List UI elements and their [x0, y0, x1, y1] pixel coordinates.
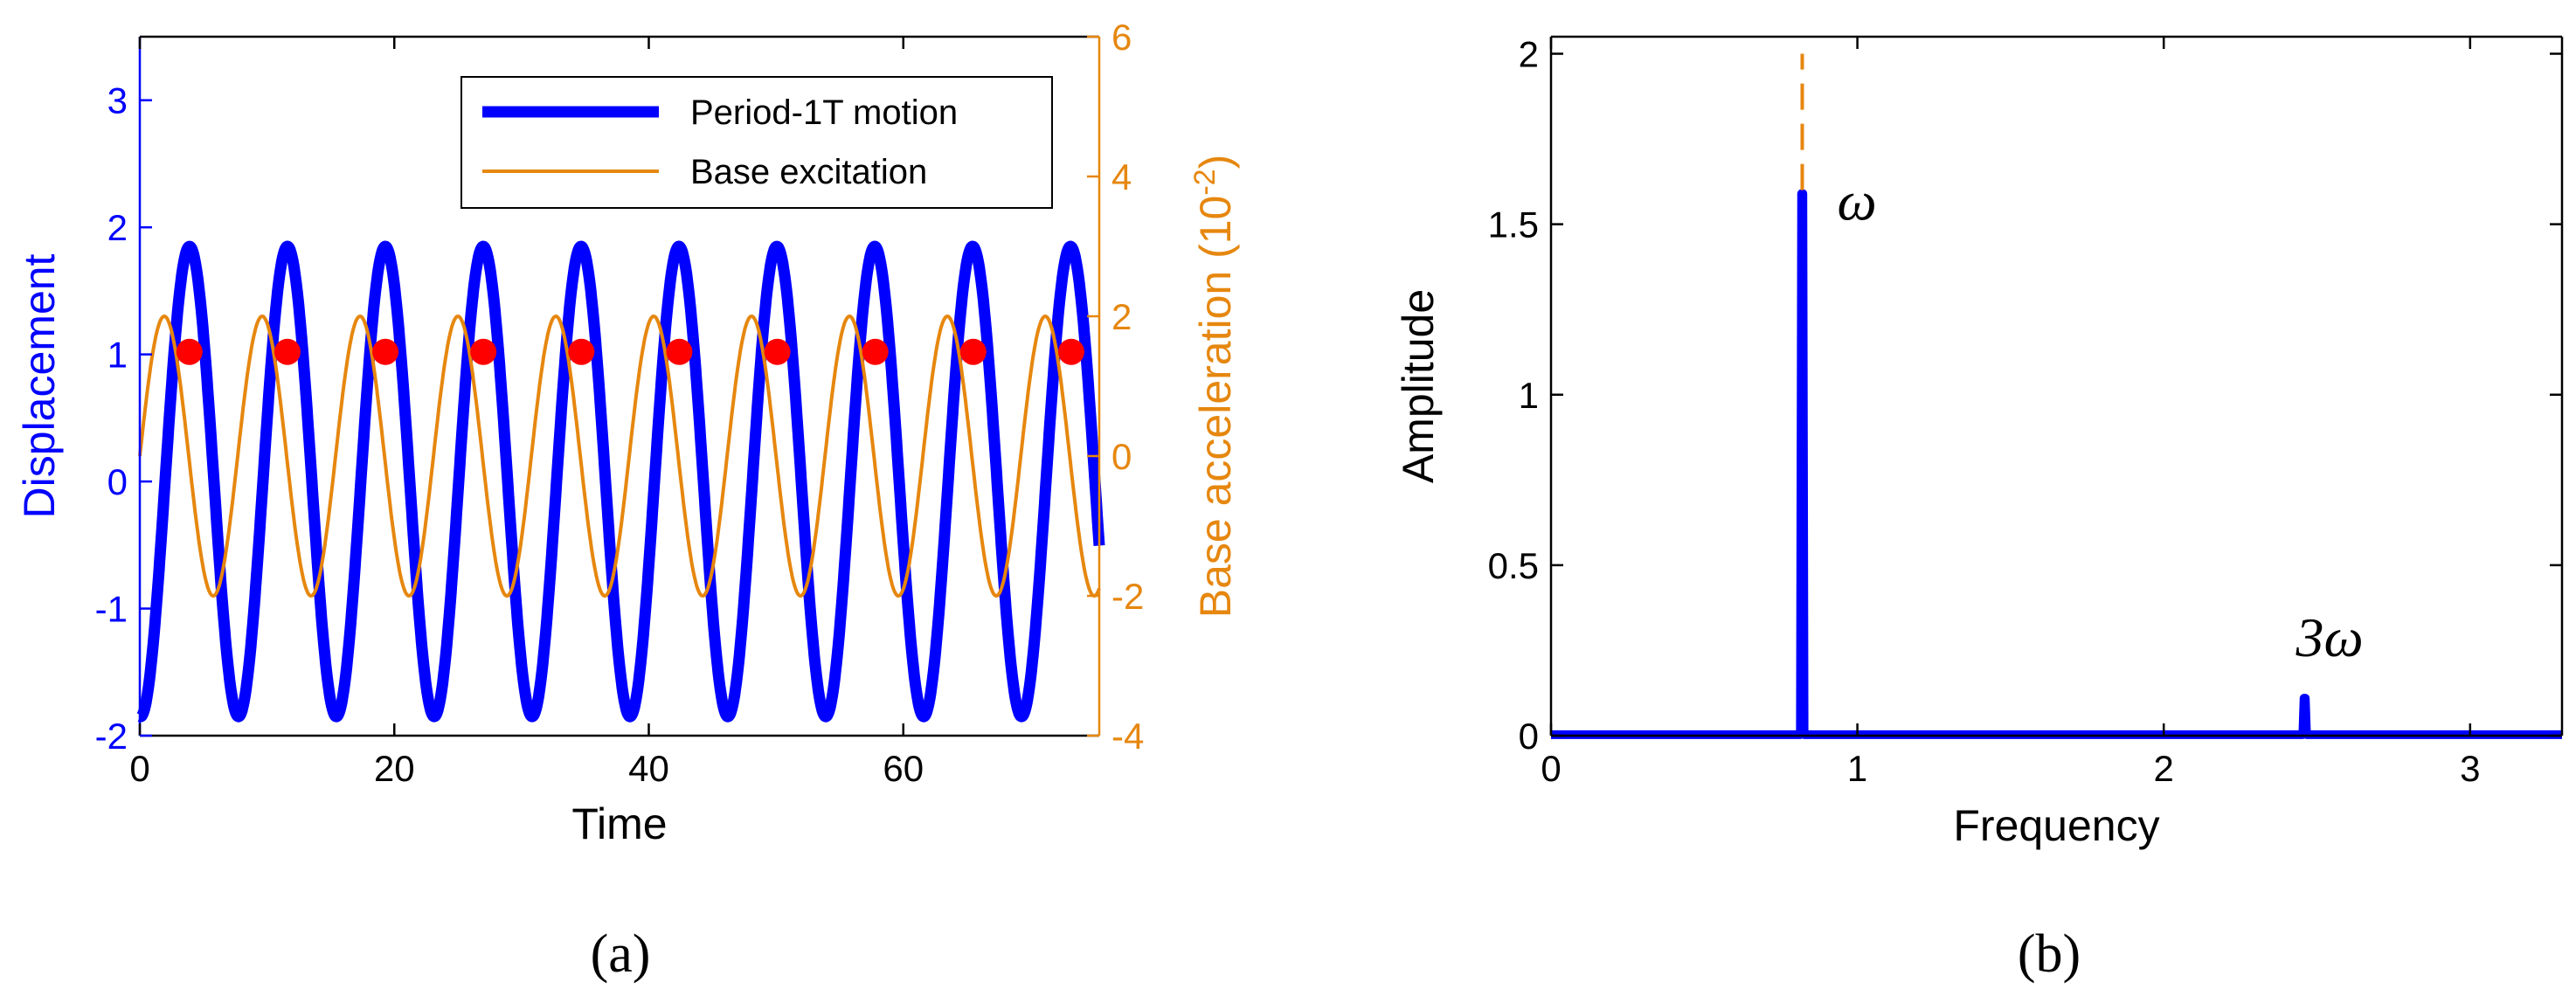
peak-label-3omega: 3ω [2295, 606, 2363, 668]
y-tick-label: 0 [1519, 716, 1539, 757]
y-tick-label: 1.5 [1488, 204, 1539, 246]
x-axis-label: Frequency [1953, 801, 2159, 850]
legend-label-period-1t-motion: Period-1T motion [690, 93, 958, 132]
y-right-label-exponent: -2 [1188, 169, 1222, 195]
poincare-point-7 [764, 338, 791, 365]
legend-box [460, 76, 1053, 209]
x-tick-label: 60 [883, 748, 924, 789]
series-amplitude-spectrum [1551, 189, 2562, 739]
panel-b: 0 1 2 3 0 0.5 1 1.5 2 Frequency Amplitude ω 3ω (b) [1394, 34, 2564, 984]
poincare-point-9 [959, 338, 987, 365]
poincare-point-2 [274, 338, 301, 365]
poincare-point-3 [372, 338, 399, 365]
y-axis-label: Amplitude [1394, 289, 1443, 483]
x-tick-label: 20 [374, 748, 415, 789]
poincare-point-6 [666, 338, 693, 365]
poincare-point-4 [470, 338, 497, 365]
y-tick-label: 2 [1519, 34, 1539, 75]
y-right-tick-label: 6 [1111, 17, 1132, 58]
y-tick-label: 1 [1519, 375, 1539, 416]
y-right-tick-label: -4 [1111, 716, 1144, 757]
y-left-tick-label: -1 [95, 589, 128, 630]
y-right-label-main: Base acceleration (10 [1191, 196, 1240, 619]
series-period-1t-motion [135, 240, 1105, 723]
y-right-axis-label: Base acceleration (10-2) [1188, 155, 1240, 619]
y-right-tick-label: 2 [1111, 296, 1132, 337]
y-right-label-close: ) [1191, 155, 1240, 169]
x-axis-label: Time [571, 799, 667, 848]
poincare-point-1 [176, 338, 203, 365]
y-right-tick-label: 0 [1111, 436, 1132, 477]
y-right-tick-label: 4 [1111, 156, 1132, 197]
legend-label-base-excitation: Base excitation [690, 153, 927, 191]
x-tick-label: 3 [2460, 748, 2480, 789]
y-left-tick-label: -2 [95, 716, 128, 757]
y-right-tick-label: -2 [1111, 576, 1144, 617]
y-left-tick-label: 2 [107, 207, 128, 248]
poincare-point-5 [568, 338, 595, 365]
x-tick-label: 0 [1541, 748, 1561, 789]
caption-b: (b) [2018, 924, 2081, 984]
x-tick-label: 40 [628, 748, 669, 789]
poincare-point-10 [1057, 338, 1084, 365]
peak-label-omega: ω [1837, 170, 1876, 232]
y-tick-label: 0.5 [1488, 545, 1539, 586]
y-left-tick-label: 0 [107, 461, 128, 502]
x-tick-label: 0 [129, 748, 149, 789]
series-base-excitation [138, 314, 1101, 598]
y-left-tick-label: 3 [107, 80, 128, 121]
caption-a: (a) [591, 924, 651, 984]
x-tick-label: 2 [2154, 748, 2174, 789]
y-left-tick-label: 1 [107, 335, 128, 376]
poincare-point-8 [862, 338, 889, 365]
x-tick-label: 1 [1847, 748, 1867, 789]
y-left-axis-label: Displacement [15, 253, 64, 518]
